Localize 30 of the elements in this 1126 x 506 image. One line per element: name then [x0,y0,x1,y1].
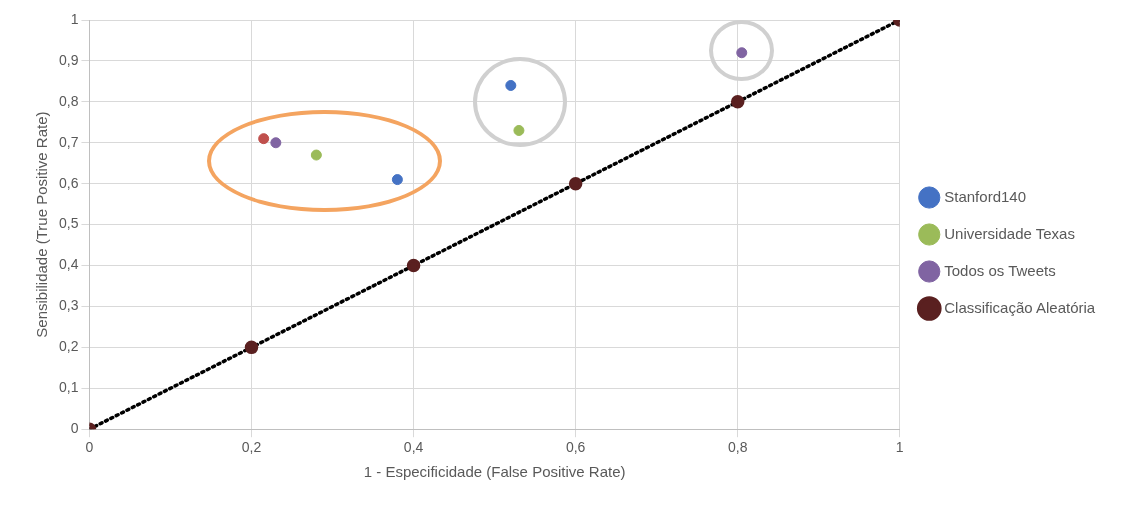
y-tick-label: 0 [70,420,79,437]
x-axis-title: 1 - Especificidade (False Positive Rate) [363,463,626,481]
y-tick-label: 0,8 [58,92,79,109]
legend-label: Classificação Aleatória [944,298,1096,316]
point [310,149,322,161]
point [736,47,748,59]
legend-label: Todos os Tweets [944,261,1056,279]
legend-label: Stanford140 [944,187,1026,205]
x-tick-label: 0,6 [565,439,586,456]
point [258,133,270,145]
y-tick-label: 0,7 [58,133,79,150]
y-tick-label: 0,6 [58,174,79,191]
point [270,137,282,149]
y-tick-label: 0,1 [58,379,79,396]
x-tick-label: 0 [85,439,94,456]
x-tick-label: 0,8 [727,439,748,456]
x-tick-label: 0,4 [403,439,424,456]
y-tick-label: 0,2 [58,338,79,355]
x-tick-label: 1 [895,439,904,456]
y-tick-label: 1 [70,10,79,27]
y-tick-label: 0,9 [58,51,79,68]
point [391,174,403,186]
point [505,79,517,91]
y-tick-label: 0,4 [58,256,79,273]
y-tick-label: 0,3 [58,297,79,314]
x-tick-label: 0,2 [241,439,262,456]
legend-label: Universidade Texas [944,224,1075,242]
point [513,124,525,136]
y-tick-label: 0,5 [58,215,79,232]
y-axis-title: Sensibilidade (True Positive Rate) [33,111,51,338]
